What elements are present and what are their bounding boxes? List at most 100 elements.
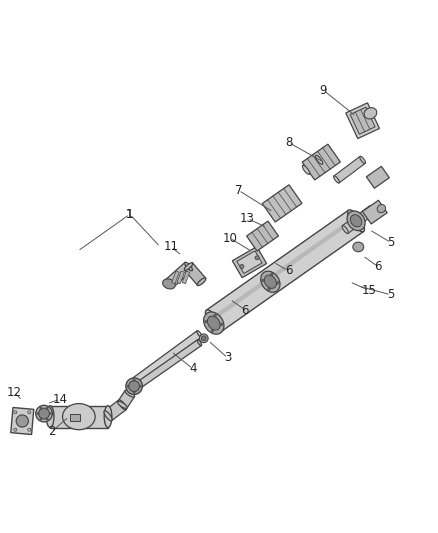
- Ellipse shape: [36, 405, 52, 422]
- Ellipse shape: [28, 428, 31, 431]
- Text: 1: 1: [126, 208, 134, 221]
- Ellipse shape: [14, 411, 17, 414]
- Ellipse shape: [255, 256, 259, 260]
- Ellipse shape: [334, 176, 339, 183]
- Ellipse shape: [132, 385, 136, 391]
- Ellipse shape: [118, 400, 127, 410]
- Bar: [350, 107, 375, 134]
- Ellipse shape: [39, 408, 49, 419]
- Ellipse shape: [342, 225, 348, 233]
- Ellipse shape: [197, 330, 202, 337]
- Ellipse shape: [208, 316, 220, 330]
- Text: 15: 15: [362, 284, 377, 297]
- Polygon shape: [104, 400, 126, 421]
- Ellipse shape: [315, 156, 323, 164]
- Bar: [177, 271, 184, 284]
- Ellipse shape: [129, 381, 140, 392]
- Ellipse shape: [240, 264, 244, 269]
- Text: 6: 6: [285, 264, 293, 277]
- Polygon shape: [184, 263, 206, 285]
- Ellipse shape: [162, 279, 175, 289]
- Ellipse shape: [214, 314, 216, 317]
- Ellipse shape: [14, 428, 17, 431]
- Ellipse shape: [353, 242, 364, 252]
- Text: 12: 12: [7, 386, 22, 399]
- Text: 3: 3: [224, 351, 231, 365]
- Ellipse shape: [360, 156, 365, 164]
- Text: 1: 1: [126, 208, 134, 221]
- Ellipse shape: [165, 280, 173, 288]
- Ellipse shape: [46, 406, 54, 427]
- Text: 2: 2: [48, 425, 55, 438]
- Ellipse shape: [28, 411, 31, 414]
- Ellipse shape: [276, 282, 279, 284]
- Bar: [362, 200, 387, 224]
- Ellipse shape: [211, 329, 214, 332]
- Bar: [182, 271, 190, 284]
- Text: 9: 9: [320, 84, 327, 96]
- Polygon shape: [165, 262, 192, 288]
- Ellipse shape: [205, 320, 207, 323]
- Ellipse shape: [204, 312, 224, 334]
- Ellipse shape: [350, 215, 362, 227]
- Polygon shape: [303, 156, 322, 174]
- Polygon shape: [118, 391, 134, 408]
- Bar: [70, 414, 80, 421]
- Polygon shape: [206, 210, 364, 332]
- Ellipse shape: [117, 401, 127, 408]
- Text: 11: 11: [164, 240, 179, 253]
- Bar: [172, 271, 179, 284]
- Ellipse shape: [185, 262, 192, 271]
- Polygon shape: [212, 216, 357, 320]
- Text: 7: 7: [235, 184, 242, 197]
- Ellipse shape: [261, 271, 280, 292]
- Bar: [346, 103, 379, 139]
- Text: 6: 6: [241, 303, 249, 317]
- Bar: [366, 166, 389, 188]
- Text: 8: 8: [285, 136, 292, 149]
- Ellipse shape: [270, 273, 273, 276]
- Ellipse shape: [104, 406, 112, 427]
- Ellipse shape: [348, 210, 364, 232]
- Ellipse shape: [40, 418, 42, 420]
- Polygon shape: [50, 406, 108, 427]
- Bar: [11, 408, 34, 434]
- Polygon shape: [132, 340, 201, 391]
- Ellipse shape: [49, 413, 51, 415]
- Ellipse shape: [133, 379, 135, 381]
- Ellipse shape: [302, 165, 310, 174]
- Ellipse shape: [131, 378, 137, 385]
- Ellipse shape: [125, 390, 134, 397]
- Ellipse shape: [199, 334, 208, 343]
- Text: 6: 6: [374, 260, 381, 273]
- Ellipse shape: [127, 385, 129, 387]
- Text: 5: 5: [387, 288, 395, 301]
- Ellipse shape: [184, 263, 193, 270]
- Ellipse shape: [16, 415, 28, 427]
- Bar: [302, 144, 340, 180]
- Ellipse shape: [264, 275, 276, 288]
- Ellipse shape: [197, 340, 201, 345]
- Ellipse shape: [46, 407, 48, 409]
- Ellipse shape: [197, 278, 206, 286]
- Text: 13: 13: [240, 212, 255, 225]
- Polygon shape: [334, 156, 365, 183]
- Ellipse shape: [355, 216, 357, 220]
- Text: 5: 5: [387, 236, 395, 249]
- Ellipse shape: [63, 403, 95, 430]
- Ellipse shape: [205, 310, 222, 332]
- Bar: [237, 251, 262, 273]
- Ellipse shape: [126, 378, 142, 394]
- Text: 4: 4: [189, 362, 197, 375]
- Ellipse shape: [201, 336, 206, 341]
- Ellipse shape: [377, 205, 385, 213]
- Text: 14: 14: [53, 393, 67, 406]
- Ellipse shape: [262, 279, 265, 282]
- Text: 10: 10: [223, 232, 237, 245]
- Ellipse shape: [212, 316, 215, 320]
- Ellipse shape: [46, 418, 48, 420]
- Bar: [247, 221, 279, 251]
- Ellipse shape: [40, 407, 42, 409]
- Ellipse shape: [364, 108, 377, 119]
- Ellipse shape: [104, 411, 112, 421]
